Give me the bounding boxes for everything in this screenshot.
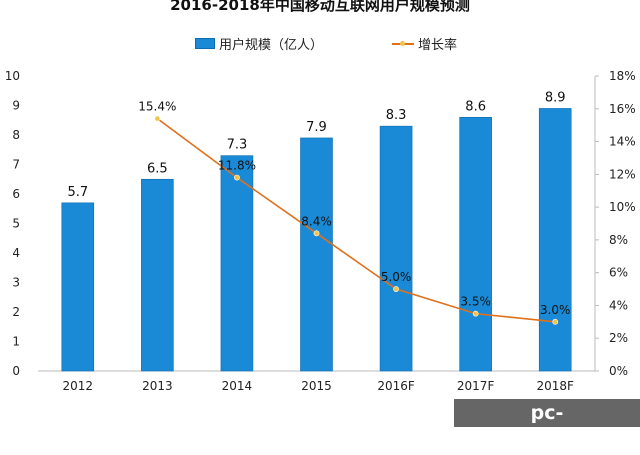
bar-data-label: 7.9 bbox=[306, 120, 327, 135]
y-right-tick-label: 18% bbox=[609, 69, 636, 83]
x-tick-label: 2013 bbox=[142, 379, 173, 393]
bar bbox=[141, 178, 174, 372]
y-left-tick-label: 10 bbox=[5, 69, 20, 83]
y-right-tick-label: 10% bbox=[609, 200, 636, 214]
y-left-tick-label: 2 bbox=[12, 305, 20, 319]
legend: 用户规模（亿人） 增长率 bbox=[0, 34, 640, 54]
y-left-tick-label: 8 bbox=[12, 128, 20, 142]
bar bbox=[220, 155, 254, 372]
line-data-label: 3.0% bbox=[540, 303, 571, 317]
legend-label-bar: 用户规模（亿人） bbox=[219, 38, 324, 53]
bar bbox=[379, 125, 413, 372]
bar-data-label: 5.7 bbox=[67, 185, 88, 200]
chart-title: 2016-2018年中国移动互联网用户规模预测 bbox=[170, 0, 470, 14]
bar-data-label: 6.5 bbox=[147, 161, 168, 176]
y-right-tick-label: 4% bbox=[609, 298, 628, 312]
y-left-tick-label: 0 bbox=[12, 364, 20, 378]
y-right-tick-label: 8% bbox=[609, 233, 628, 247]
y-left-tick-label: 3 bbox=[12, 276, 20, 290]
legend-item-bar: 用户规模（亿人） bbox=[195, 34, 323, 53]
bar-data-label: 8.3 bbox=[386, 108, 407, 123]
x-tick-label: 2014 bbox=[222, 379, 253, 393]
y-left-tick-label: 9 bbox=[12, 99, 20, 113]
legend-label-line: 增长率 bbox=[418, 38, 458, 53]
y-right-tick-label: 2% bbox=[609, 331, 628, 345]
bar bbox=[300, 137, 333, 372]
y-right-tick-label: 16% bbox=[609, 102, 636, 116]
watermark: pc-2028sports.com bbox=[454, 399, 640, 452]
bar bbox=[538, 108, 572, 372]
line-marker bbox=[154, 115, 161, 122]
bar-data-label: 7.3 bbox=[227, 138, 248, 153]
legend-swatch-bar bbox=[195, 38, 215, 49]
x-tick-label: 2015 bbox=[301, 379, 332, 393]
legend-item-line: 增长率 bbox=[392, 34, 457, 53]
line-data-label: 8.4% bbox=[301, 214, 332, 228]
y-left-tick-label: 5 bbox=[12, 217, 20, 231]
y-left-tick-label: 6 bbox=[12, 187, 20, 201]
x-tick-label: 2016F bbox=[377, 379, 415, 393]
growth-rate-line bbox=[156, 117, 556, 323]
bar-data-label: 8.9 bbox=[545, 90, 566, 105]
line-data-label: 11.8% bbox=[218, 159, 256, 173]
line-marker bbox=[393, 286, 399, 292]
x-tick-label: 2012 bbox=[63, 379, 94, 393]
line-marker bbox=[472, 310, 479, 317]
y-right-tick-label: 14% bbox=[609, 135, 636, 149]
line-data-label: 5.0% bbox=[381, 270, 412, 284]
line-data-label: 15.4% bbox=[138, 100, 176, 114]
legend-swatch-line bbox=[392, 40, 414, 46]
bar bbox=[459, 117, 492, 372]
line-marker bbox=[313, 230, 320, 237]
bar-data-label: 8.6 bbox=[465, 99, 486, 114]
y-right-tick-label: 0% bbox=[609, 364, 628, 378]
y-left-tick-label: 1 bbox=[12, 335, 20, 349]
y-left-tick-label: 7 bbox=[12, 158, 20, 172]
x-tick-label: 2018F bbox=[536, 379, 574, 393]
y-right-tick-label: 12% bbox=[609, 167, 636, 181]
line-marker bbox=[234, 174, 240, 181]
line-marker bbox=[552, 318, 559, 325]
x-tick-label: 2017F bbox=[457, 379, 495, 393]
bar bbox=[61, 202, 95, 372]
chart-plot: 0 1 2 3 4 5 6 7 8 9 10 0% 2% 4% 6% 8% 10% 12% 14% 16% 18% 5.7… bbox=[5, 69, 636, 393]
y-right-tick-label: 6% bbox=[609, 266, 628, 280]
line-data-label: 3.5% bbox=[460, 295, 491, 309]
y-left-tick-label: 4 bbox=[12, 246, 20, 260]
